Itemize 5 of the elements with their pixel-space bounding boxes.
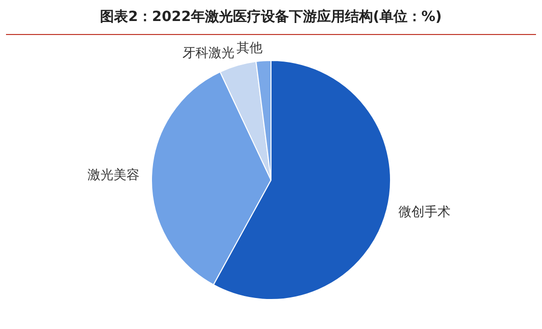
slice-label: 其他 (236, 41, 263, 56)
slice-label: 牙科激光 (182, 46, 234, 62)
chart-title: 图表2：2022年激光医疗设备下游应用结构(单位：%) (6, 0, 536, 35)
slice-label: 激光美容 (88, 167, 140, 184)
slice-label: 微创手术 (398, 205, 450, 220)
